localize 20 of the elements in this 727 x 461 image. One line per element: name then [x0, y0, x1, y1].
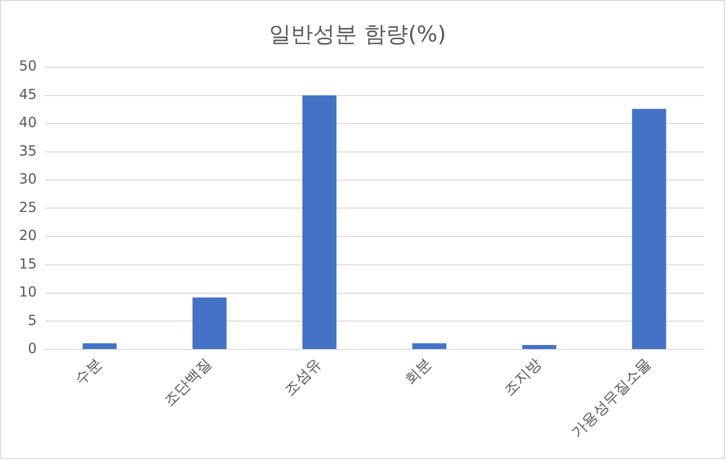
y-tick-label: 30 [18, 172, 37, 188]
y-tick-label: 40 [18, 115, 37, 132]
bar [632, 108, 666, 350]
chart-title: 일반성분 함량(%) [269, 22, 446, 48]
bar [192, 298, 227, 350]
y-tick-label: 5 [28, 312, 37, 329]
bar [82, 343, 117, 350]
y-tick-label: 10 [18, 284, 37, 301]
bar [302, 95, 336, 350]
x-tick-label: 회분 [400, 354, 435, 389]
y-tick-label: 20 [18, 228, 37, 244]
x-tick-label: 수분 [71, 354, 106, 389]
y-tick-label: 25 [18, 200, 37, 216]
y-tick-label: 15 [18, 256, 37, 272]
bar [412, 343, 446, 350]
y-tick-label: 35 [18, 143, 37, 160]
y-tick-label: 45 [18, 86, 37, 103]
y-tick-label: 0 [28, 341, 37, 358]
y-tick-label: 50 [18, 58, 37, 75]
bar [522, 344, 556, 350]
